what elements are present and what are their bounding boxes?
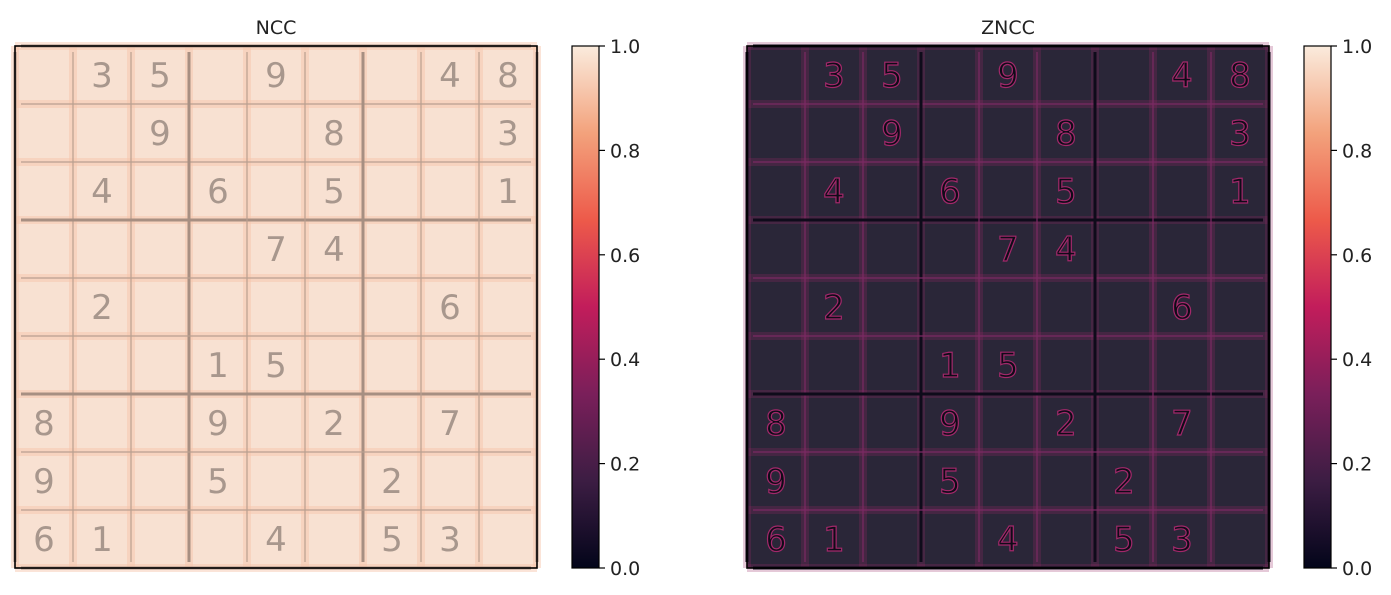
zncc-cell-digit: 3 xyxy=(823,56,845,96)
zncc-colorbar-tick-label: 0.6 xyxy=(1342,245,1372,267)
ncc-cell-digit: 8 xyxy=(33,404,55,444)
zncc-cell-digit: 2 xyxy=(823,288,845,328)
zncc-panel: ZNCC 3 5 9 4 89 8 34 6 5 17 42 61 58 9 2 79 5 26 1 4 5 3 xyxy=(743,17,1273,572)
ncc-cell-digit: 6 xyxy=(439,288,461,328)
zncc-cell-digit: 3 xyxy=(1229,114,1251,154)
ncc-colorbar-gradient xyxy=(571,45,600,569)
ncc-background xyxy=(15,46,537,568)
ncc-cell-digit: 9 xyxy=(33,462,55,502)
ncc-cell-digit: 4 xyxy=(265,520,287,560)
zncc-heatmap: 3 5 9 4 89 8 34 6 5 17 42 61 58 9 2 79 5 26 1 4 5 3 xyxy=(743,42,1273,572)
ncc-cell-digit: 5 xyxy=(265,346,287,386)
ncc-colorbar-tick-label: 0.4 xyxy=(610,349,640,371)
ncc-cell-digit: 4 xyxy=(91,172,113,212)
ncc-cell-digit: 1 xyxy=(207,346,229,386)
zncc-cell-digit: 4 xyxy=(997,520,1019,560)
ncc-cell-digit: 9 xyxy=(207,404,229,444)
ncc-title: NCC xyxy=(256,17,297,39)
ncc-cell-digit: 3 xyxy=(497,114,519,154)
zncc-cell-digit: 9 xyxy=(881,114,903,154)
ncc-cell-digit: 8 xyxy=(497,56,519,96)
ncc-colorbar-tick-label: 0.0 xyxy=(610,558,640,580)
zncc-cell-digit: 5 xyxy=(1113,520,1135,560)
ncc-cell-digit: 5 xyxy=(323,172,345,212)
zncc-cell-digit: 6 xyxy=(939,172,961,212)
zncc-cell-digit: 5 xyxy=(939,462,961,502)
zncc-cell-digit: 4 xyxy=(1055,230,1077,270)
zncc-cell-digit: 9 xyxy=(997,56,1019,96)
ncc-colorbar-tick-label: 0.2 xyxy=(610,454,640,476)
zncc-cell-digit: 7 xyxy=(997,230,1019,270)
zncc-cell-digit: 1 xyxy=(1229,172,1251,212)
zncc-cell-digit: 3 xyxy=(1171,520,1193,560)
zncc-cell-digit: 4 xyxy=(1171,56,1193,96)
zncc-colorbar: 0.0 0.2 0.4 0.6 0.8 1.0 xyxy=(1303,36,1372,580)
ncc-cell-digit: 2 xyxy=(381,462,403,502)
ncc-cell-digit: 5 xyxy=(149,56,171,96)
zncc-cell-digit: 1 xyxy=(823,520,845,560)
zncc-colorbar-gradient xyxy=(1303,45,1332,569)
zncc-cell-digit: 2 xyxy=(1055,404,1077,444)
zncc-cell-digit: 5 xyxy=(997,346,1019,386)
zncc-colorbar-tick-label: 0.0 xyxy=(1342,558,1372,580)
zncc-colorbar-tick-label: 0.4 xyxy=(1342,349,1372,371)
zncc-background xyxy=(747,46,1269,568)
ncc-cell-digit: 9 xyxy=(149,114,171,154)
zncc-cell-digit: 8 xyxy=(765,404,787,444)
zncc-cell-digit: 8 xyxy=(1055,114,1077,154)
zncc-axes-frame xyxy=(746,45,1270,569)
ncc-cell-digit: 6 xyxy=(207,172,229,212)
zncc-cell-digit: 4 xyxy=(823,172,845,212)
ncc-colorbar-tick-label: 0.8 xyxy=(610,140,640,162)
zncc-cell-digit: 8 xyxy=(1229,56,1251,96)
ncc-cell-digit: 7 xyxy=(265,230,287,270)
ncc-cell-digit: 7 xyxy=(439,404,461,444)
zncc-cell-digit: 5 xyxy=(881,56,903,96)
ncc-colorbar-tick-label: 0.6 xyxy=(610,245,640,267)
zncc-cell-digit: 6 xyxy=(765,520,787,560)
zncc-colorbar-tick-label: 1.0 xyxy=(1342,36,1372,58)
ncc-cell-digit: 3 xyxy=(91,56,113,96)
zncc-cell-digit: 6 xyxy=(1171,288,1193,328)
ncc-cell-digit: 5 xyxy=(381,520,403,560)
ncc-cell-digit: 2 xyxy=(323,404,345,444)
ncc-cell-digit: 1 xyxy=(497,172,519,212)
ncc-cell-digit: 4 xyxy=(439,56,461,96)
ncc-cell-digit: 3 xyxy=(439,520,461,560)
zncc-cell-digit: 1 xyxy=(939,346,961,386)
zncc-title: ZNCC xyxy=(981,17,1035,39)
ncc-cell-digit: 6 xyxy=(33,520,55,560)
ncc-panel: NCC 3 5 9 4 89 8 34 6 5 17 42 61 58 9 2 79 5 26 1 4 5 3 xyxy=(11,17,541,572)
ncc-heatmap: 3 5 9 4 89 8 34 6 5 17 42 61 58 9 2 79 5 26 1 4 5 3 xyxy=(11,42,541,572)
ncc-axes-frame xyxy=(14,45,538,569)
zncc-cell-digit: 9 xyxy=(765,462,787,502)
ncc-cell-digit: 8 xyxy=(323,114,345,154)
zncc-cell-digit: 9 xyxy=(939,404,961,444)
ncc-cell-digit: 1 xyxy=(91,520,113,560)
ncc-colorbar-tick-label: 1.0 xyxy=(610,36,640,58)
zncc-colorbar-tick-label: 0.8 xyxy=(1342,140,1372,162)
ncc-cell-digit: 5 xyxy=(207,462,229,502)
ncc-colorbar: 0.0 0.2 0.4 0.6 0.8 1.0 xyxy=(571,36,640,580)
zncc-cell-digit: 7 xyxy=(1171,404,1193,444)
zncc-cell-digit: 2 xyxy=(1113,462,1135,502)
zncc-cell-digit: 5 xyxy=(1055,172,1077,212)
ncc-cell-digit: 4 xyxy=(323,230,345,270)
ncc-cell-digit: 2 xyxy=(91,288,113,328)
zncc-colorbar-tick-label: 0.2 xyxy=(1342,454,1372,476)
ncc-cell-digit: 9 xyxy=(265,56,287,96)
